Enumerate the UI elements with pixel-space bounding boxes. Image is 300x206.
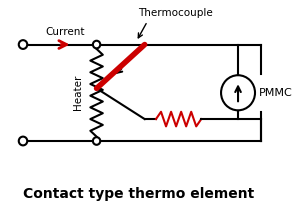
Text: PMMC: PMMC <box>259 88 293 98</box>
Text: Thermocouple: Thermocouple <box>138 8 213 18</box>
Text: Heater: Heater <box>73 75 83 110</box>
Circle shape <box>221 75 255 110</box>
Circle shape <box>19 40 27 49</box>
Circle shape <box>19 137 27 145</box>
Circle shape <box>93 137 100 145</box>
Text: Contact type thermo element: Contact type thermo element <box>23 187 255 201</box>
Circle shape <box>93 41 100 48</box>
Text: Current: Current <box>46 27 85 37</box>
